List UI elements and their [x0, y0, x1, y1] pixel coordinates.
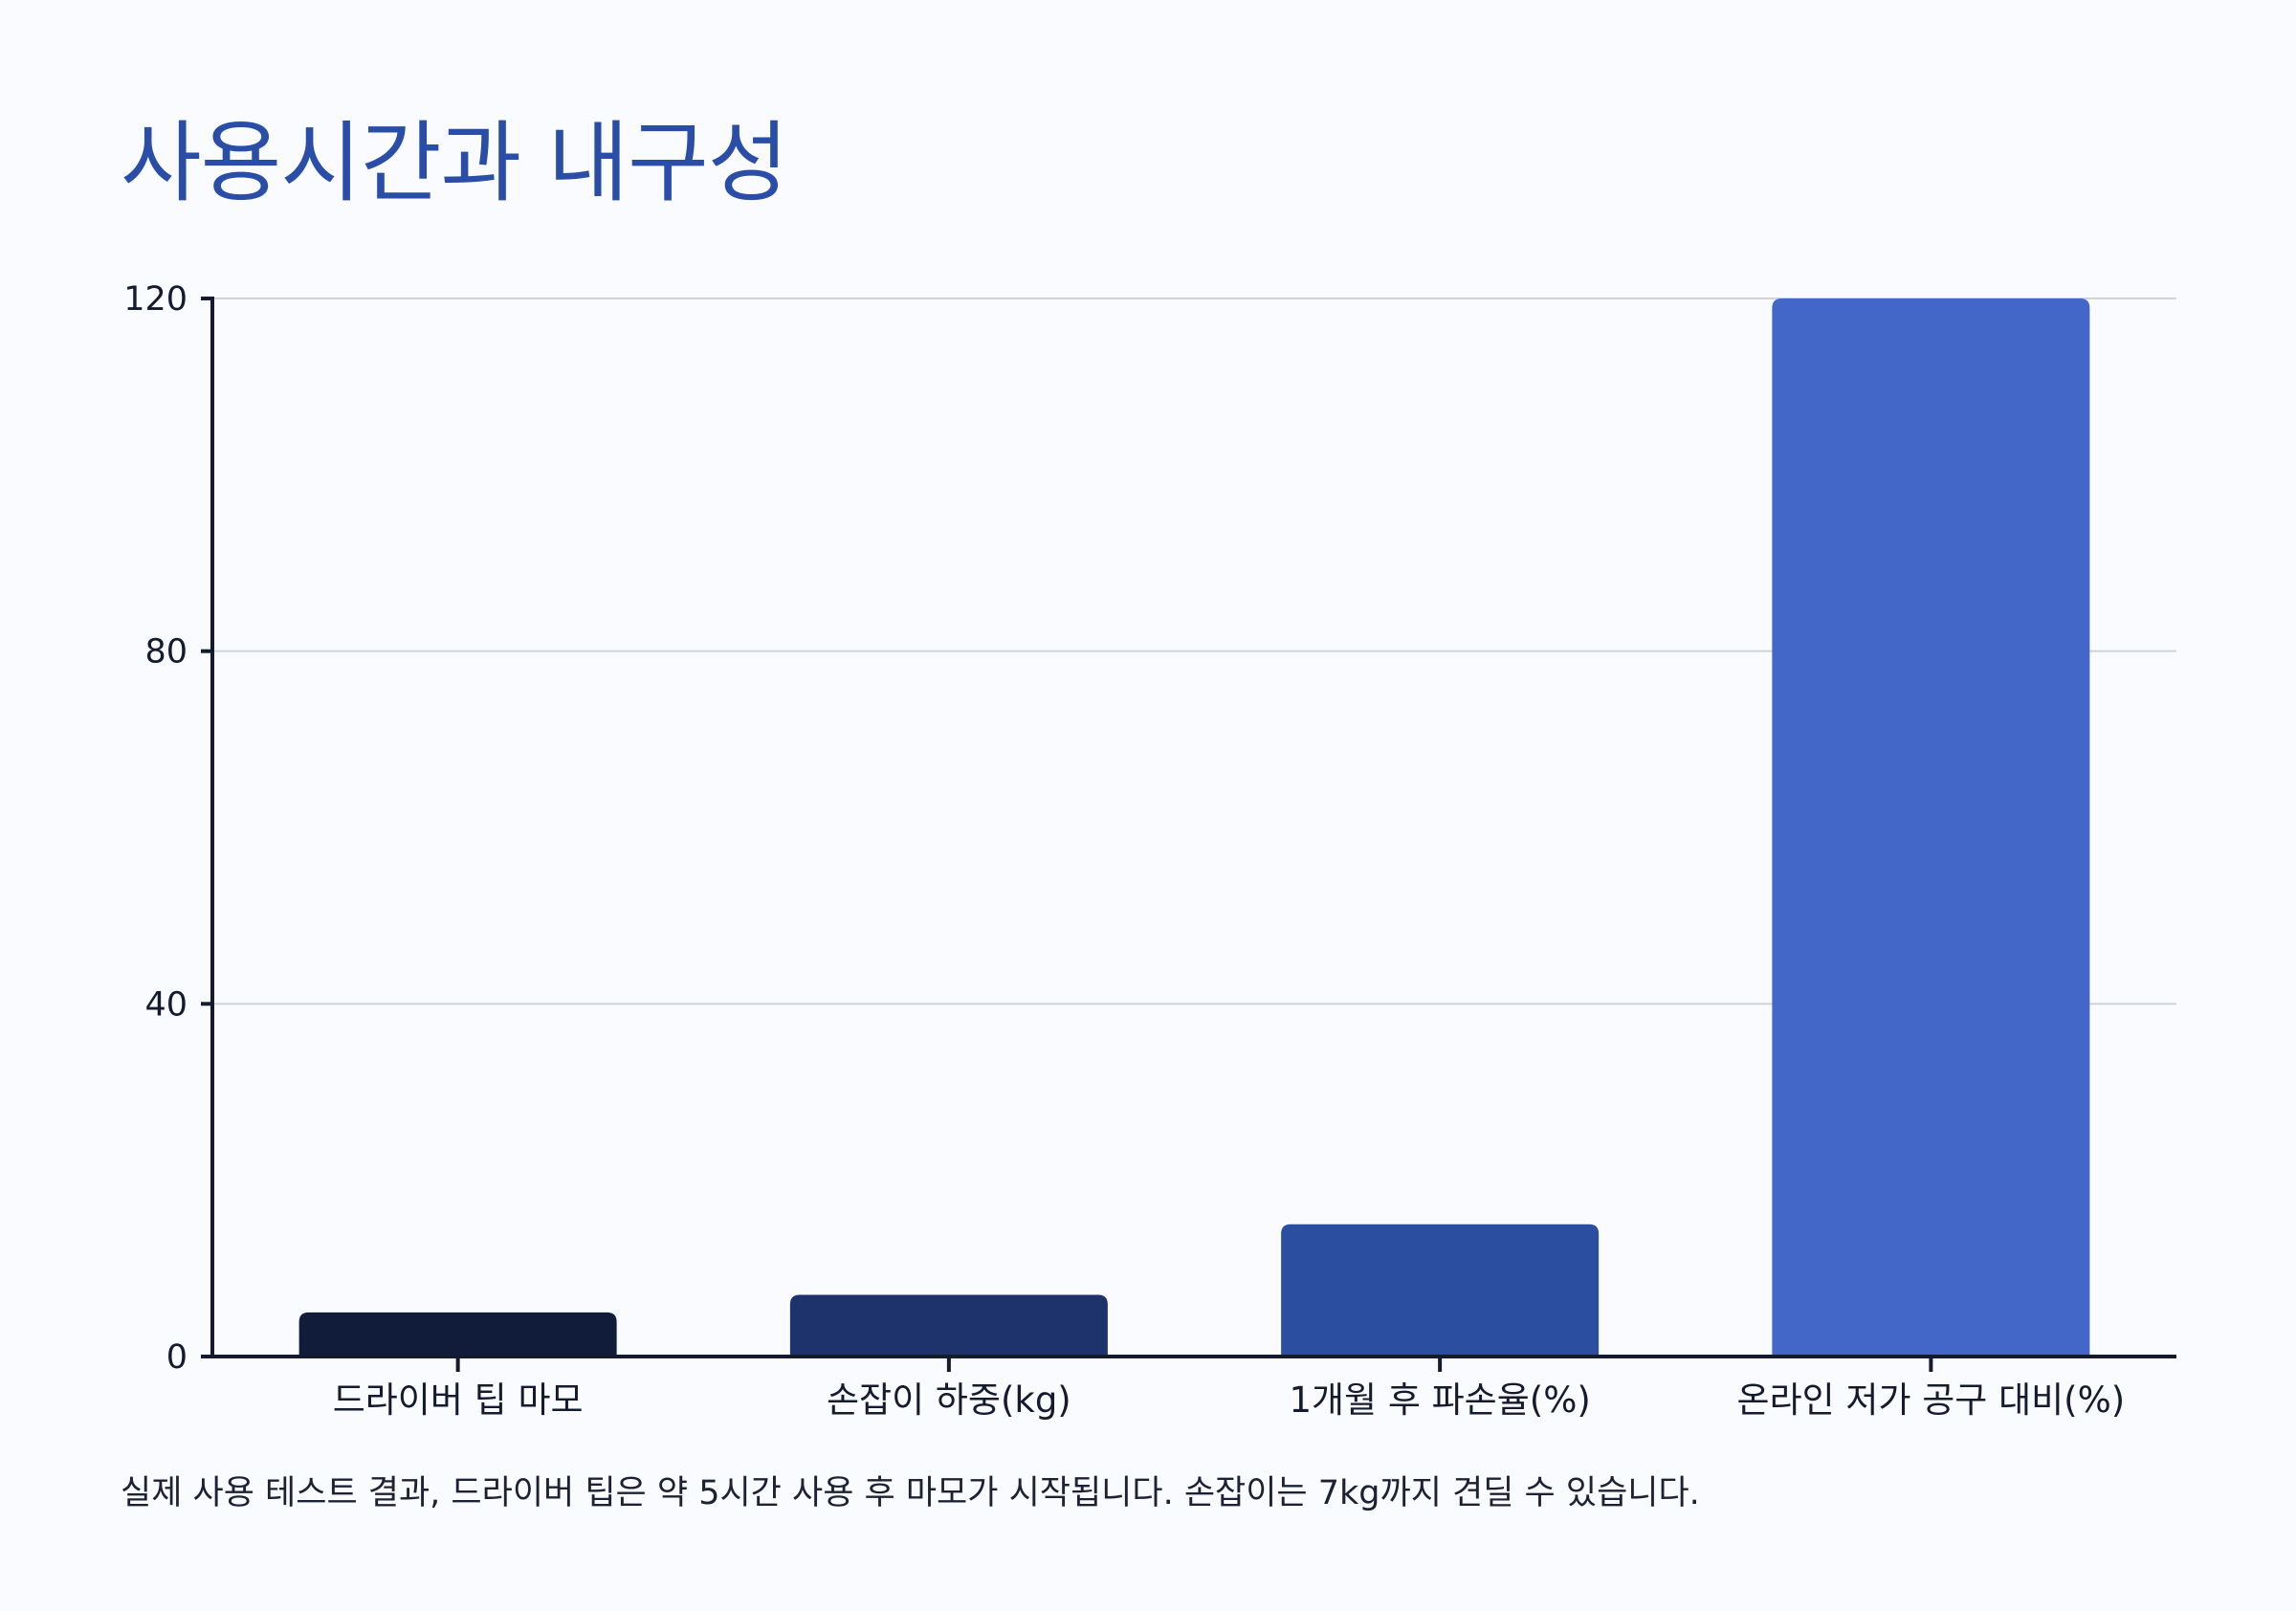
bar-1: [298, 1312, 617, 1357]
y-tick-labels: 0 40 80 120: [123, 280, 188, 1377]
bar-4: [1772, 298, 2090, 1357]
page-title: 사용시간과 내구성: [121, 112, 788, 214]
y-tick-label: 120: [123, 280, 188, 319]
x-tick-labels: 드라이버 팁 마모 손잡이 하중(kg) 1개월 후 파손율(%) 온라인 저가 공구…: [333, 1379, 2125, 1421]
bar-3: [1281, 1224, 1600, 1357]
bar-2: [789, 1294, 1108, 1357]
x-tick-label: 1개월 후 파손율(%): [1289, 1379, 1590, 1421]
y-tick-label: 40: [144, 985, 188, 1024]
chart-caption: 실제 사용 테스트 결과, 드라이버 팁은 약 5시간 사용 후 마모가 시작됩…: [121, 1474, 1700, 1512]
axes: [201, 297, 2176, 1372]
x-tick-label: 손잡이 하중(kg): [827, 1379, 1071, 1421]
x-tick-label: 드라이버 팁 마모: [333, 1379, 584, 1421]
x-tick-label: 온라인 저가 공구 대비(%): [1737, 1379, 2126, 1421]
y-tick-label: 0: [166, 1338, 188, 1377]
y-tick-label: 80: [144, 633, 188, 672]
bars: [298, 298, 2090, 1357]
